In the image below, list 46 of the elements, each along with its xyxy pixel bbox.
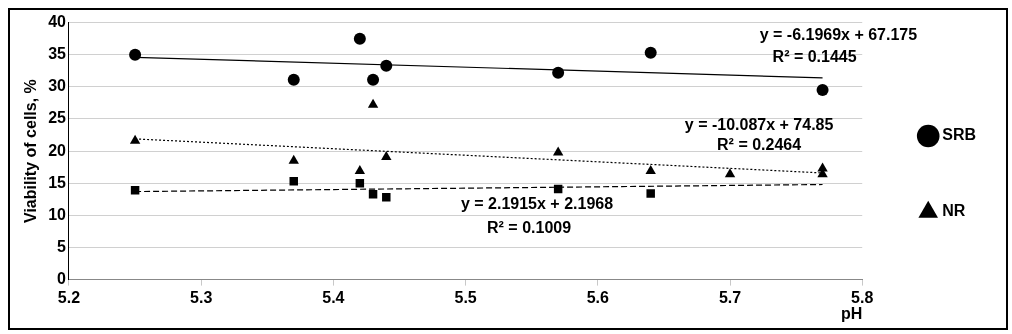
x-tick-label: 5.7	[718, 288, 742, 306]
annotation: R² = 0.2464	[717, 136, 802, 154]
point	[645, 165, 656, 175]
point	[287, 73, 300, 86]
y-axis-title: Viability of cells, %	[22, 79, 40, 223]
point	[552, 146, 564, 156]
x-tick-label: 5.6	[586, 288, 610, 306]
point	[816, 84, 829, 97]
point	[644, 46, 657, 59]
y-tick-label: 20	[48, 141, 67, 159]
point	[380, 59, 393, 72]
point	[724, 168, 736, 178]
legend-label: NR	[942, 202, 966, 220]
y-tick-label: 35	[48, 45, 67, 63]
legend-label: SRB	[942, 126, 976, 144]
y-tick-label: 10	[48, 205, 67, 223]
x-tick-label: 5.3	[190, 288, 213, 306]
annotation: y = -10.087x + 74.85	[684, 115, 834, 133]
point	[381, 150, 392, 160]
point	[646, 189, 655, 198]
y-tick-label: 0	[57, 270, 67, 288]
x-tick-label: 5.2	[57, 288, 81, 306]
point	[129, 48, 142, 61]
y-tick-label: 25	[48, 109, 67, 127]
x-tick-label: 5.5	[454, 288, 477, 306]
point	[367, 73, 380, 86]
annotation: R² = 0.1009	[487, 218, 572, 236]
point	[289, 177, 298, 186]
point	[382, 193, 391, 202]
x-tick-label: 5.4	[322, 288, 345, 306]
point	[367, 98, 379, 108]
annotation: y = -6.1969x + 67.175	[759, 25, 918, 43]
point	[288, 154, 299, 164]
point	[130, 186, 140, 195]
point	[552, 66, 565, 79]
point	[353, 32, 366, 45]
y-tick-label: 5	[57, 237, 67, 255]
x-axis-title: pH	[840, 304, 863, 322]
point	[354, 165, 366, 175]
y-tick-label: 40	[48, 13, 67, 31]
y-tick-label: 15	[48, 173, 67, 191]
annotation: y = 2.1915x + 2.1968	[460, 195, 614, 213]
y-tick-label: 30	[48, 77, 67, 95]
x-tick-label: 5.8	[851, 288, 874, 306]
point	[129, 134, 141, 144]
annotation: R² = 0.1445	[772, 47, 857, 65]
